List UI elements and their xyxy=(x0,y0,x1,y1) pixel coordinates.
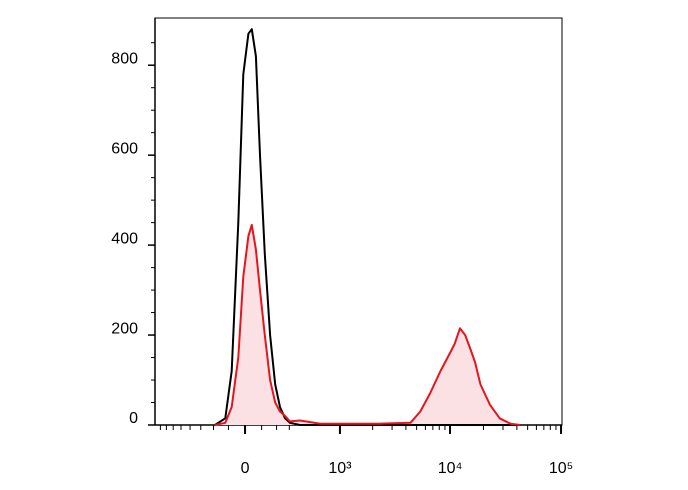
x-tick-label: 10⁵ xyxy=(549,460,573,477)
y-tick-label: 200 xyxy=(111,320,138,337)
y-tick-label: 600 xyxy=(111,140,138,157)
y-tick-label: 0 xyxy=(129,410,138,427)
x-tick-label: 0 xyxy=(241,460,250,477)
y-tick-label: 800 xyxy=(111,50,138,67)
line xyxy=(214,223,521,426)
x-tick-label: 10⁴ xyxy=(438,460,463,477)
x-tick-label: 10³ xyxy=(328,460,352,477)
area xyxy=(214,224,521,425)
plot-frame xyxy=(154,17,563,426)
line xyxy=(214,28,521,426)
y-tick-label: 400 xyxy=(111,230,138,247)
